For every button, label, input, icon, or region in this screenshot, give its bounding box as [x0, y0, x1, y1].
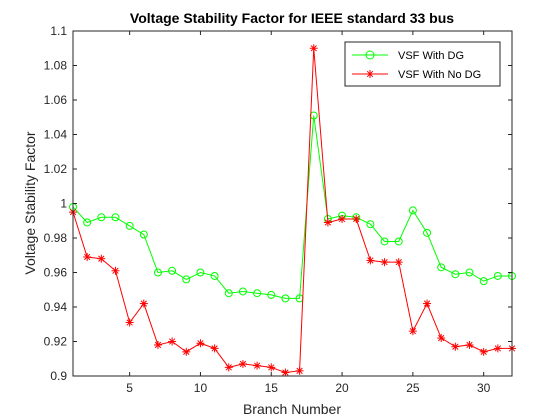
x-tick-label: 20 [335, 381, 349, 395]
data-point-with-dg [168, 266, 177, 275]
data-point-no-dg [493, 344, 502, 353]
x-axis-label: Branch Number [243, 401, 341, 417]
series-1 [69, 111, 516, 303]
data-point-no-dg [451, 342, 460, 351]
data-point-with-dg [182, 275, 191, 284]
legend-box [344, 41, 501, 87]
data-point-with-dg [224, 289, 233, 298]
data-point-no-dg [253, 361, 262, 370]
x-tick-label: 10 [194, 381, 208, 395]
legend: VSF With DG VSF With No DG [344, 41, 501, 87]
series-line-2 [72, 48, 512, 374]
data-point-with-dg [493, 271, 502, 280]
data-point-no-dg [238, 359, 247, 368]
data-point-no-dg [465, 340, 474, 349]
data-point-with-dg [366, 220, 375, 229]
data-point-no-dg [295, 366, 304, 375]
legend-marker-with-dg [365, 50, 375, 60]
data-point-no-dg [210, 344, 219, 353]
data-point-with-dg [125, 221, 134, 230]
data-point-with-dg [380, 237, 389, 246]
data-point-with-dg [394, 237, 403, 246]
y-tick-label: 0.98 [44, 231, 68, 245]
data-point-with-dg [153, 268, 162, 277]
y-tick-label: 1.04 [44, 128, 68, 142]
data-point-with-dg [437, 263, 446, 272]
y-tick-label: 1.06 [44, 93, 68, 107]
data-point-no-dg [267, 363, 276, 372]
data-point-no-dg [139, 299, 148, 308]
data-point-with-dg [408, 206, 417, 215]
y-tick-label: 0.92 [44, 335, 68, 349]
data-point-no-dg [423, 299, 432, 308]
data-point-no-dg [97, 254, 106, 263]
data-point-no-dg [408, 327, 417, 336]
y-tick-label: 1 [60, 197, 67, 211]
chart-title: Voltage Stability Factor for IEEE standa… [130, 10, 454, 26]
x-tick-label: 25 [406, 381, 420, 395]
data-point-no-dg [224, 363, 233, 372]
y-tick-label: 1.1 [50, 24, 67, 38]
data-point-with-dg [423, 228, 432, 237]
x-tick-label: 30 [477, 381, 491, 395]
data-point-with-dg [253, 289, 262, 298]
y-tick-label: 0.94 [44, 300, 68, 314]
data-point-with-dg [465, 268, 474, 277]
data-point-with-dg [196, 268, 205, 277]
plot-area [73, 31, 512, 376]
ticks-layer: 5 10 15 20 25 30 0.9 0.92 0.94 0.96 0.98 1 1.02 1.04 1… [44, 24, 512, 395]
data-point-with-dg [83, 218, 92, 227]
data-point-no-dg [83, 252, 92, 261]
data-point-with-dg [479, 277, 488, 286]
data-point-no-dg [323, 218, 332, 227]
data-point-with-dg [210, 271, 219, 280]
x-tick-label: 15 [265, 381, 279, 395]
legend-marker-no-dg [366, 70, 374, 78]
data-point-no-dg [125, 318, 134, 327]
data-point-with-dg [281, 294, 290, 303]
data-point-with-dg [139, 230, 148, 239]
data-point-no-dg [352, 215, 361, 224]
data-point-no-dg [380, 258, 389, 267]
series-line-1 [72, 115, 512, 299]
y-tick-label: 0.9 [50, 369, 67, 383]
y-axis-label: Voltage Stability Factor [22, 131, 38, 275]
data-point-no-dg [309, 44, 318, 53]
data-point-with-dg [238, 287, 247, 296]
series-layer [69, 44, 516, 377]
legend-label-no-dg: VSF With No DG [398, 69, 481, 81]
data-point-with-dg [309, 111, 318, 120]
data-point-no-dg [366, 256, 375, 265]
legend-label-with-dg: VSF With DG [398, 50, 464, 62]
data-point-no-dg [153, 340, 162, 349]
y-tick-label: 0.96 [44, 266, 68, 280]
data-point-no-dg [182, 347, 191, 356]
data-point-with-dg [267, 290, 276, 299]
data-point-no-dg [437, 334, 446, 343]
data-point-no-dg [394, 258, 403, 267]
y-tick-label: 1.02 [44, 162, 68, 176]
data-point-with-dg [111, 213, 120, 222]
data-point-no-dg [281, 368, 290, 377]
data-point-with-dg [451, 270, 460, 279]
y-tick-label: 1.08 [44, 59, 68, 73]
series-2 [69, 44, 516, 377]
data-point-no-dg [196, 339, 205, 348]
data-point-no-dg [111, 266, 120, 275]
data-point-no-dg [168, 337, 177, 346]
data-point-with-dg [97, 213, 106, 222]
data-point-no-dg [479, 347, 488, 356]
data-point-no-dg [338, 215, 347, 224]
x-tick-label: 5 [126, 381, 133, 395]
